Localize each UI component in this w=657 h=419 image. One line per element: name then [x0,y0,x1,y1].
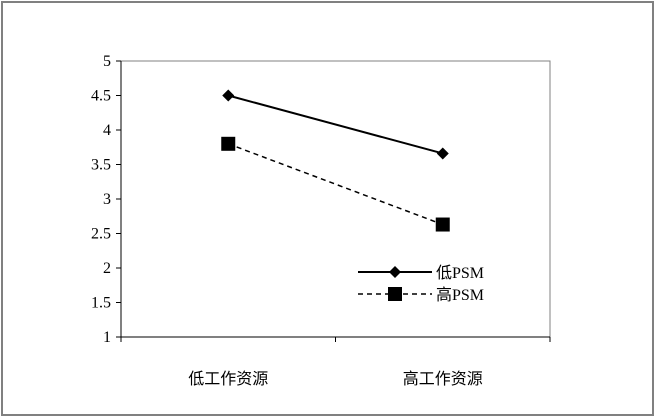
legend-marker [388,287,402,301]
series-2 [221,136,450,232]
data-point-marker [436,147,449,160]
legend-label: 高PSM [436,286,484,304]
series-layer [221,89,450,232]
series-1 [222,89,449,160]
y-tick-label: 1.5 [91,295,111,312]
legend-marker [389,266,401,278]
y-tick-label: 1 [103,329,111,346]
y-tick-label: 3 [103,191,111,208]
series-line [227,94,444,155]
legend: 低PSM 高PSM [358,264,484,304]
data-point-marker [435,217,450,232]
plot-area [120,60,551,338]
x-tick-label: 高工作资源 [403,370,483,388]
y-tick-label: 5 [103,53,111,70]
y-tick-label: 3.5 [91,157,111,174]
y-tick-label: 4 [103,122,111,139]
x-tick-label: 低工作资源 [188,370,268,388]
series-line [227,143,444,226]
data-point-marker [222,89,235,102]
y-tick-label: 2 [103,260,111,277]
y-tick-label: 2.5 [91,226,111,243]
y-axis: 1 1.5 2 2.5 3 3.5 4 4.5 5 [91,53,122,346]
legend-label: 低PSM [436,264,484,282]
data-point-marker [221,136,236,151]
x-axis: 低工作资源 高工作资源 [120,336,551,388]
y-tick-label: 4.5 [91,88,111,105]
